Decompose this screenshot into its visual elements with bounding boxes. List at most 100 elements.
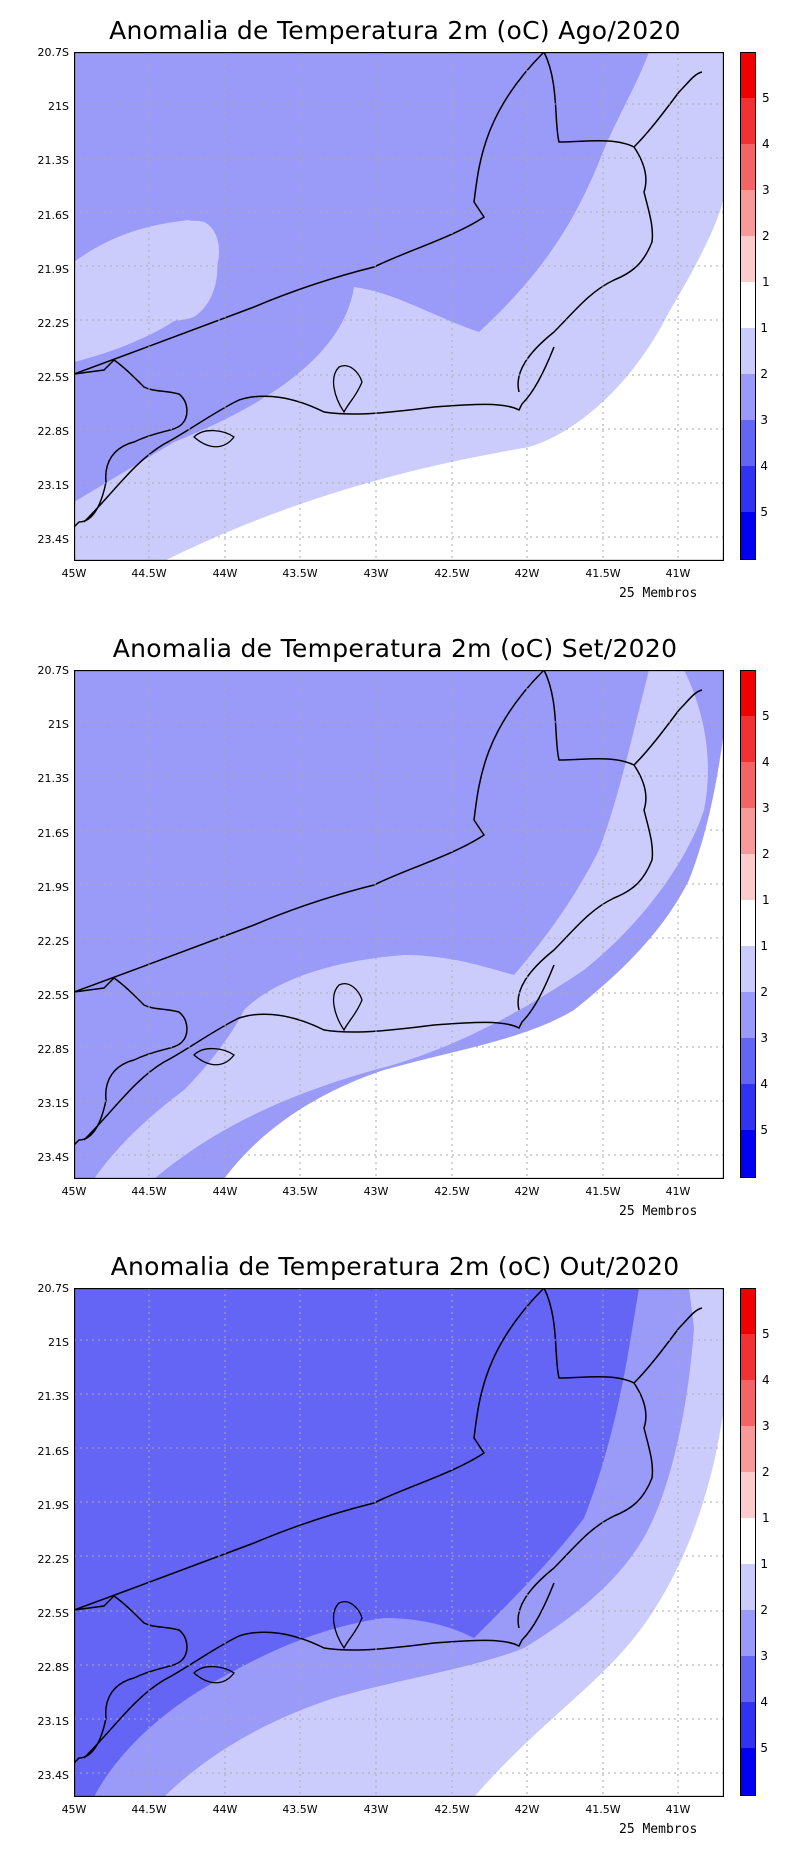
colorbar-label: 4 <box>762 755 770 769</box>
lat-label: 21S <box>48 718 69 731</box>
colorbar-swatch <box>740 420 756 466</box>
lon-label: 41.5W <box>585 1185 620 1198</box>
lat-label: 21.9S <box>38 263 69 276</box>
lat-label: 23.4S <box>38 533 69 546</box>
lat-label: 23.4S <box>38 1769 69 1782</box>
colorbar <box>740 1288 756 1796</box>
temperature-anomaly-map <box>74 1288 724 1797</box>
lon-label: 45W <box>62 1185 87 1198</box>
lon-label: 43.5W <box>282 1803 317 1816</box>
anomaly-region-minus2-minus1 <box>94 670 708 1179</box>
colorbar-swatch <box>740 854 756 900</box>
colorbar-swatch <box>740 1380 756 1426</box>
colorbar-swatch <box>740 1610 756 1656</box>
lat-label: 20.7S <box>38 46 69 59</box>
map-frame <box>74 1288 724 1797</box>
colorbar-swatch <box>740 1564 756 1610</box>
colorbar-label: 5 <box>762 1327 770 1341</box>
colorbar-labels: 5 4 3 2 1 -1 -2 -3 -4 -5 <box>760 709 770 1137</box>
lat-label: 21.9S <box>38 881 69 894</box>
lon-label: 42.5W <box>434 1803 469 1816</box>
colorbar-label: -5 <box>760 505 768 519</box>
colorbar-swatch <box>740 1472 756 1518</box>
lat-label: 21.3S <box>38 1390 69 1403</box>
colorbar-swatch <box>740 1084 756 1130</box>
lon-label: 42.5W <box>434 1185 469 1198</box>
colorbar-label: -2 <box>760 367 768 381</box>
lon-label: 41.5W <box>585 567 620 580</box>
temperature-anomaly-map <box>74 670 724 1179</box>
anomaly-region-minus1-plus1 <box>224 730 724 1179</box>
lon-label: 43W <box>364 567 389 580</box>
colorbar-swatch <box>740 670 756 716</box>
colorbar-label: 2 <box>762 847 770 861</box>
lon-label: 44W <box>213 1803 238 1816</box>
colorbar-swatch <box>740 992 756 1038</box>
colorbar-labels: 5 4 3 2 1 -1 -2 -3 -4 -5 <box>760 91 770 519</box>
colorbar <box>740 670 756 1178</box>
ensemble-members-note: 25 Membros <box>619 1822 698 1837</box>
anomaly-region-minus2-minus1-north <box>74 220 218 322</box>
ensemble-members-note: 25 Membros <box>619 586 698 601</box>
colorbar-swatch <box>740 190 756 236</box>
colorbar-label: -1 <box>760 1557 768 1571</box>
colorbar-label: 2 <box>762 1465 770 1479</box>
lon-label: 43W <box>364 1803 389 1816</box>
axis-labels: 20.7S 21S 21.3S 21.6S 21.9S 22.2S 22.5S … <box>38 46 691 580</box>
lat-label: 21.6S <box>38 209 69 222</box>
colorbar-swatch <box>740 144 756 190</box>
lat-label: 23.4S <box>38 1151 69 1164</box>
colorbar-label: -5 <box>760 1123 768 1137</box>
lat-label: 21.3S <box>38 772 69 785</box>
axis-labels: 20.7S 21S 21.3S 21.6S 21.9S 22.2S 22.5S … <box>38 664 691 1198</box>
lon-label: 45W <box>62 1803 87 1816</box>
colorbar-swatch <box>740 374 756 420</box>
colorbar-label: -1 <box>760 321 768 335</box>
lon-label: 42W <box>515 1803 540 1816</box>
colorbar-label: 1 <box>762 893 770 907</box>
grid-lines <box>74 670 724 1179</box>
lon-label: 41.5W <box>585 1803 620 1816</box>
colorbar-swatch <box>740 1130 756 1178</box>
colorbar-label: -1 <box>760 939 768 953</box>
colorbar <box>740 52 756 560</box>
lon-label: 42W <box>515 1185 540 1198</box>
lat-label: 21S <box>48 1336 69 1349</box>
lat-label: 20.7S <box>38 664 69 677</box>
lat-label: 22.2S <box>38 1553 69 1566</box>
colorbar-swatch <box>740 52 756 98</box>
lat-label: 21.9S <box>38 1499 69 1512</box>
lon-label: 42.5W <box>434 567 469 580</box>
lat-label: 22.8S <box>38 1661 69 1674</box>
lat-label: 22.5S <box>38 989 69 1002</box>
colorbar-label: -3 <box>760 413 768 427</box>
lon-label: 44.5W <box>131 1803 166 1816</box>
colorbar-swatch <box>740 946 756 992</box>
anomaly-region-minus2-minus1 <box>164 1288 724 1797</box>
map-frame <box>74 52 724 561</box>
anomaly-region-minus3-minus2 <box>74 52 649 502</box>
colorbar-label: 4 <box>762 1373 770 1387</box>
colorbar-label: -3 <box>760 1031 768 1045</box>
lat-label: 23.1S <box>38 1097 69 1110</box>
lon-label: 43W <box>364 1185 389 1198</box>
colorbar-label: -5 <box>760 1741 768 1755</box>
colorbar-swatch <box>740 1038 756 1084</box>
lon-label: 41W <box>666 1803 691 1816</box>
lat-label: 21.3S <box>38 154 69 167</box>
colorbar-swatch <box>740 466 756 512</box>
lon-label: 41W <box>666 567 691 580</box>
lon-label: 45W <box>62 567 87 580</box>
coastline-and-borders <box>74 670 703 1146</box>
colorbar-label: 2 <box>762 229 770 243</box>
lat-label: 22.2S <box>38 317 69 330</box>
anomaly-region-minus1-plus1 <box>164 192 724 561</box>
lon-label: 44.5W <box>131 1185 166 1198</box>
colorbar-label: -3 <box>760 1649 768 1663</box>
lon-label: 44W <box>213 567 238 580</box>
colorbar-swatch <box>740 1748 756 1796</box>
colorbar-swatch <box>740 1426 756 1472</box>
colorbar-swatch <box>740 762 756 808</box>
grid-lines <box>74 52 724 561</box>
lat-label: 22.5S <box>38 371 69 384</box>
